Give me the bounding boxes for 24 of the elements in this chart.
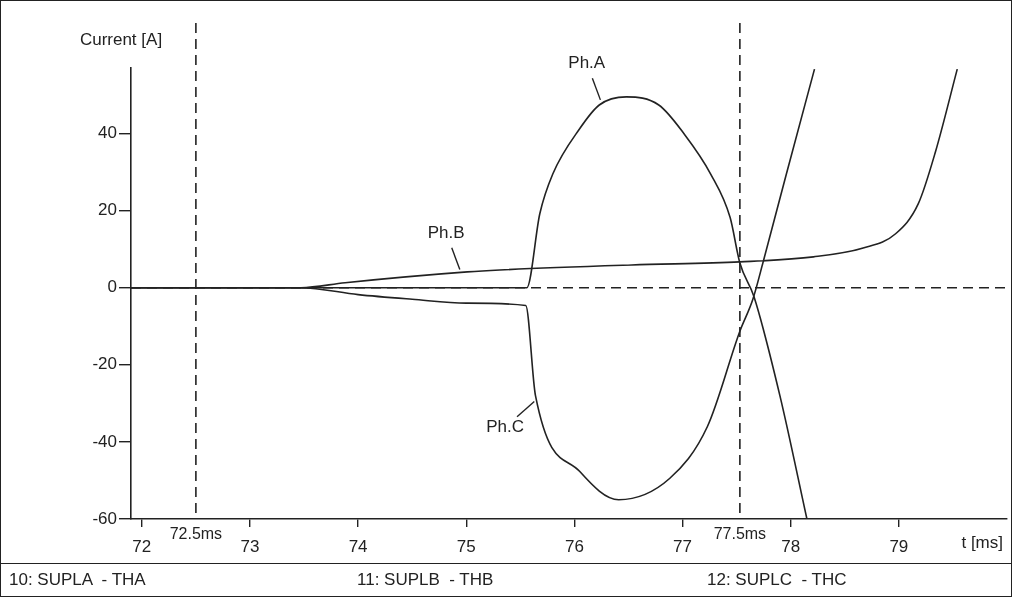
x-tick-label: 77 bbox=[673, 536, 693, 556]
annotation: Ph.A bbox=[568, 52, 606, 72]
text: 10: SUPLA - THA bbox=[9, 570, 147, 590]
y-tick-label: 20 bbox=[98, 200, 117, 220]
x-axis-title: t [ms] bbox=[961, 532, 1003, 552]
y-tick-label: 40 bbox=[98, 123, 117, 143]
y-tick-label: -20 bbox=[92, 354, 117, 374]
y-tick-label: 0 bbox=[107, 277, 117, 297]
annotation: Ph.C bbox=[486, 416, 524, 436]
y-tick-label: -40 bbox=[92, 431, 117, 451]
x-tick-label: 79 bbox=[889, 536, 909, 556]
ref-line-label: 72.5ms bbox=[169, 525, 223, 543]
y-tick-label: -60 bbox=[92, 508, 117, 528]
x-tick-label: 72 bbox=[132, 536, 152, 556]
x-tick-label: 73 bbox=[240, 536, 260, 556]
text: 11: SUPLB - THB bbox=[357, 570, 495, 590]
x-tick-label: 76 bbox=[564, 536, 584, 556]
annotation: Ph.B bbox=[427, 222, 465, 242]
x-tick-label: 74 bbox=[348, 536, 368, 556]
x-tick-label: 75 bbox=[456, 536, 476, 556]
ref-line-label: 77.5ms bbox=[713, 525, 767, 543]
y-axis-title: Current [A] bbox=[79, 29, 163, 49]
text: 12: SUPLC - THC bbox=[707, 570, 848, 590]
x-tick-label: 78 bbox=[781, 536, 801, 556]
